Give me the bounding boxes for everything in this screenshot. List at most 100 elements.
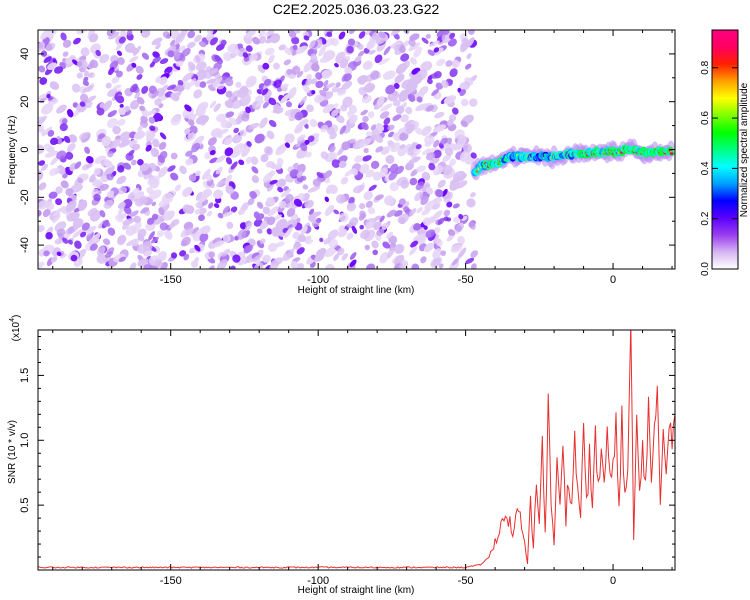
noise-blob xyxy=(452,203,460,209)
snr-frame xyxy=(37,329,676,571)
noise-blob xyxy=(284,193,294,203)
noise-blob xyxy=(286,207,296,217)
noise-blob xyxy=(275,178,287,188)
svg-text:(x104): (x104) xyxy=(9,315,22,342)
noise-blob xyxy=(265,161,273,168)
snr-y-axis-label: SNR (10 * v/v) xyxy=(7,420,18,484)
noise-blob xyxy=(253,211,261,219)
noise-blob xyxy=(135,65,144,74)
noise-blob xyxy=(446,201,453,208)
noise-blob xyxy=(277,186,284,193)
noise-blob xyxy=(285,202,295,209)
noise-blob xyxy=(405,123,416,134)
noise-blob xyxy=(184,227,194,236)
noise-blob xyxy=(399,132,409,141)
noise-blob xyxy=(169,222,176,229)
noise-blob xyxy=(195,201,203,209)
noise-blob xyxy=(148,189,162,200)
noise-blob xyxy=(372,249,379,256)
noise-blob xyxy=(420,61,433,72)
noise-blob xyxy=(269,179,278,185)
noise-blob xyxy=(86,95,97,103)
noise-blob xyxy=(245,30,257,39)
noise-blob xyxy=(151,90,160,99)
noise-blob xyxy=(99,210,106,218)
noise-blob xyxy=(283,59,292,66)
noise-blob xyxy=(265,37,276,44)
noise-blob xyxy=(447,118,454,127)
noise-blob xyxy=(216,179,225,188)
noise-blob xyxy=(40,30,51,40)
noise-blob xyxy=(460,40,470,53)
noise-blob xyxy=(93,167,101,176)
noise-blob xyxy=(231,47,240,57)
noise-blob xyxy=(38,182,47,191)
noise-blob xyxy=(65,151,74,160)
noise-blob xyxy=(208,202,214,209)
noise-blob xyxy=(260,153,269,163)
noise-blob xyxy=(446,217,452,222)
noise-blob xyxy=(139,105,146,112)
noise-blob xyxy=(74,161,82,169)
noise-blob xyxy=(466,53,472,60)
noise-blob xyxy=(389,163,399,174)
noise-blob xyxy=(45,232,53,240)
noise-blob xyxy=(173,63,181,71)
noise-blob xyxy=(177,79,184,86)
noise-blob xyxy=(346,232,354,240)
noise-blob xyxy=(373,215,382,221)
noise-blob xyxy=(333,209,340,215)
y-tick-label: 0.5 xyxy=(19,497,31,512)
noise-blob xyxy=(262,206,271,215)
noise-blob xyxy=(403,40,410,47)
x-tick-label: -150 xyxy=(160,575,182,587)
noise-blob xyxy=(86,233,93,241)
noise-blob xyxy=(118,36,126,44)
noise-blob xyxy=(222,234,231,243)
noise-blob xyxy=(154,98,162,106)
noise-blob xyxy=(470,263,477,269)
noise-blob xyxy=(167,165,176,172)
noise-blob xyxy=(223,51,233,62)
noise-blob xyxy=(116,70,123,78)
noise-blob xyxy=(73,37,81,45)
noise-blob xyxy=(44,150,59,158)
noise-blob xyxy=(62,118,68,125)
noise-blob xyxy=(162,31,171,39)
noise-blob xyxy=(360,109,368,116)
noise-blob xyxy=(302,184,309,190)
noise-blob xyxy=(343,73,352,82)
noise-blob xyxy=(407,93,416,102)
noise-blob xyxy=(381,222,388,231)
colorbar-gradient xyxy=(712,30,738,269)
noise-blob xyxy=(395,105,405,115)
noise-blob xyxy=(311,63,320,72)
noise-blob xyxy=(397,213,409,224)
y-tick-label: -20 xyxy=(19,189,31,205)
noise-blob xyxy=(358,31,366,39)
noise-blob xyxy=(411,263,420,269)
noise-blob xyxy=(338,31,346,40)
noise-blob xyxy=(323,237,332,245)
noise-blob xyxy=(268,119,277,128)
noise-blob xyxy=(217,212,224,219)
noise-blob xyxy=(467,30,475,35)
noise-blob xyxy=(129,262,137,269)
noise-blob xyxy=(415,144,422,150)
noise-blob xyxy=(140,207,150,214)
noise-blob xyxy=(433,47,440,53)
noise-blob xyxy=(225,90,233,98)
noise-blob xyxy=(194,227,207,236)
noise-blob xyxy=(354,155,363,163)
noise-blob xyxy=(235,81,242,88)
noise-blob xyxy=(210,37,218,46)
noise-blob xyxy=(222,211,234,217)
noise-blob xyxy=(150,236,159,244)
snr-y-ticks: 0.5 1.0 1.5 xyxy=(19,335,675,558)
noise-blob xyxy=(327,229,339,240)
noise-blob xyxy=(296,163,306,174)
noise-blob xyxy=(379,111,390,119)
noise-blob xyxy=(256,228,263,234)
noise-blob xyxy=(70,254,78,262)
noise-blob xyxy=(433,71,442,79)
